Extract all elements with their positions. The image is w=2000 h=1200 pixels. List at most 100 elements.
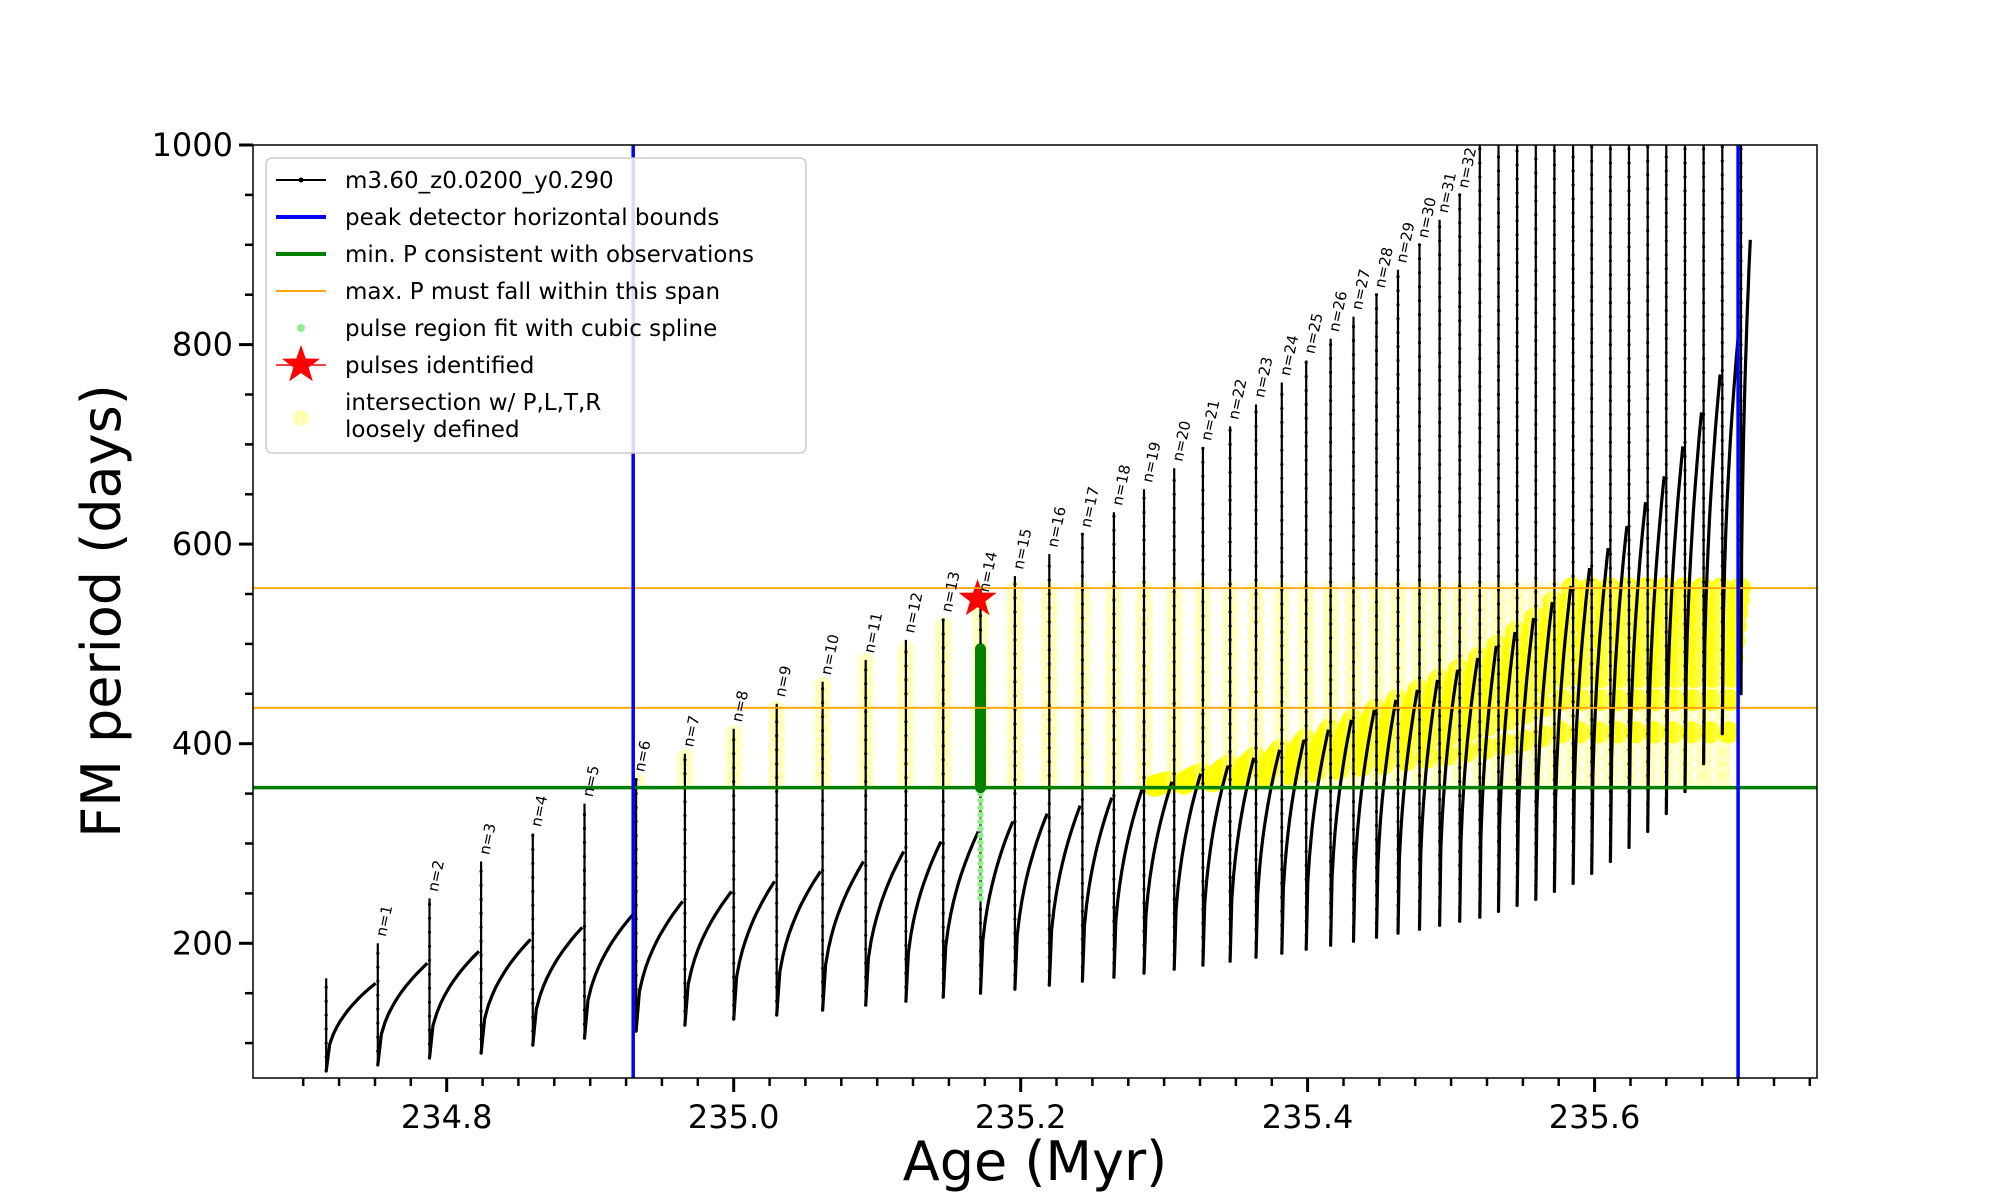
track-point	[1080, 532, 1084, 536]
legend-label-peak-bounds: peak detector horizontal bounds	[345, 205, 719, 231]
track-point	[1142, 650, 1146, 654]
track-point	[1280, 504, 1284, 508]
track-point	[582, 938, 587, 942]
track-recovery-arc	[1552, 585, 1573, 892]
track-point	[941, 869, 945, 874]
track-point	[634, 778, 638, 782]
legend-handle-spline-fit	[297, 324, 305, 332]
track-point	[1417, 564, 1422, 568]
track-point	[1438, 239, 1442, 243]
track-point	[1664, 281, 1668, 285]
track-point	[1438, 406, 1442, 410]
track-point	[732, 905, 736, 910]
track-point	[582, 924, 587, 928]
track-point	[1515, 736, 1519, 740]
track-point	[1646, 550, 1650, 554]
track-point	[1201, 879, 1205, 884]
track-point	[1351, 576, 1356, 580]
track-point	[941, 939, 945, 943]
track-recovery-arc	[1254, 749, 1282, 958]
track-point	[1329, 440, 1333, 444]
track-point	[1329, 482, 1333, 486]
track-point	[1172, 772, 1176, 776]
track-point	[1571, 448, 1575, 452]
track-point	[864, 849, 868, 854]
track-point	[1280, 853, 1284, 858]
track-point	[1571, 295, 1575, 299]
track-point	[1552, 596, 1556, 600]
track-point	[1417, 341, 1422, 345]
track-point	[1496, 588, 1501, 592]
track-point	[1552, 722, 1556, 726]
track-point	[1080, 867, 1084, 872]
track-point	[1515, 400, 1519, 404]
track-point	[1478, 580, 1482, 584]
track-point	[1438, 728, 1442, 732]
intersection-marker	[1713, 760, 1732, 779]
track-point	[864, 905, 868, 910]
track-point	[1228, 442, 1232, 446]
track-point	[1515, 624, 1519, 628]
track-point	[1552, 400, 1556, 404]
legend-label-min-period: min. P consistent with observations	[345, 242, 754, 268]
track-point	[1458, 738, 1462, 742]
track-point	[1228, 847, 1232, 852]
track-point	[1304, 724, 1308, 728]
track-point	[1172, 660, 1176, 664]
track-point	[1458, 514, 1462, 518]
track-point	[1304, 584, 1308, 588]
track-point	[1534, 464, 1538, 468]
track-recovery-arc	[1142, 781, 1174, 974]
track-point	[1374, 404, 1379, 408]
track-point	[1496, 323, 1501, 327]
track-point	[1571, 420, 1575, 424]
track-point	[1608, 496, 1612, 500]
track-point	[634, 833, 638, 838]
track-point	[1664, 602, 1668, 606]
track-point	[1702, 203, 1706, 207]
track-point	[634, 987, 638, 991]
track-point	[1739, 217, 1743, 221]
track-point	[1590, 159, 1594, 163]
track-point	[1515, 275, 1519, 279]
track-point	[1458, 193, 1462, 197]
track-point	[1228, 680, 1232, 684]
track-point	[1683, 287, 1687, 291]
track-point	[1646, 173, 1650, 177]
track-point	[1478, 678, 1482, 682]
track-point	[1142, 790, 1146, 794]
track-point	[1571, 434, 1575, 438]
track-point	[1396, 624, 1400, 628]
track-point	[1478, 370, 1482, 375]
track-point	[1627, 329, 1631, 333]
track-point	[1329, 398, 1333, 403]
track-point	[1646, 676, 1650, 680]
track-point	[1438, 742, 1442, 746]
track-point	[1664, 337, 1668, 341]
track-point	[1552, 680, 1556, 684]
track-point	[1720, 522, 1724, 526]
track-point	[1254, 802, 1258, 806]
track-point	[1329, 510, 1333, 514]
track-point	[864, 724, 868, 728]
track-point	[1590, 257, 1594, 261]
legend-handle-track-dot	[298, 177, 304, 183]
track-point	[1552, 610, 1556, 614]
track-point	[1201, 796, 1205, 800]
track-point	[634, 931, 638, 935]
track-point	[1254, 760, 1258, 764]
track-point	[1112, 710, 1116, 714]
track-recovery-arc	[1608, 526, 1629, 862]
track-point	[1417, 257, 1422, 261]
track-point	[821, 952, 825, 956]
track-point	[1534, 534, 1538, 538]
track-point	[941, 841, 945, 846]
track-point	[1571, 504, 1575, 508]
track-point	[1417, 396, 1422, 401]
track-point	[941, 674, 945, 678]
track-point	[1608, 664, 1612, 668]
track-point	[1720, 201, 1724, 205]
track-point	[1702, 356, 1706, 361]
track-point	[732, 919, 736, 923]
track-point	[1458, 794, 1462, 798]
